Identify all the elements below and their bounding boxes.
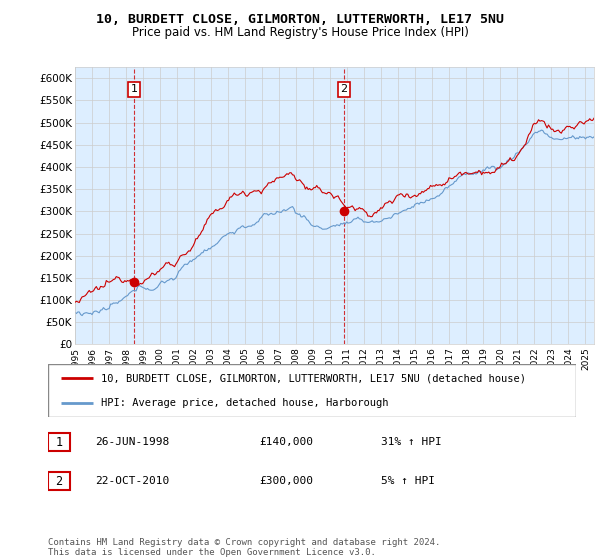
Text: 1: 1 xyxy=(56,436,62,449)
Text: Contains HM Land Registry data © Crown copyright and database right 2024.
This d: Contains HM Land Registry data © Crown c… xyxy=(48,538,440,557)
FancyBboxPatch shape xyxy=(48,433,70,451)
Text: HPI: Average price, detached house, Harborough: HPI: Average price, detached house, Harb… xyxy=(101,398,388,408)
Text: 22-OCT-2010: 22-OCT-2010 xyxy=(95,476,170,486)
Text: 10, BURDETT CLOSE, GILMORTON, LUTTERWORTH, LE17 5NU (detached house): 10, BURDETT CLOSE, GILMORTON, LUTTERWORT… xyxy=(101,374,526,384)
FancyBboxPatch shape xyxy=(48,364,576,417)
Text: 10, BURDETT CLOSE, GILMORTON, LUTTERWORTH, LE17 5NU: 10, BURDETT CLOSE, GILMORTON, LUTTERWORT… xyxy=(96,13,504,26)
Text: 26-JUN-1998: 26-JUN-1998 xyxy=(95,437,170,447)
Text: £300,000: £300,000 xyxy=(259,476,313,486)
Text: 2: 2 xyxy=(56,475,62,488)
Text: 2: 2 xyxy=(340,85,347,95)
Text: 5% ↑ HPI: 5% ↑ HPI xyxy=(380,476,434,486)
Text: £140,000: £140,000 xyxy=(259,437,313,447)
Text: 31% ↑ HPI: 31% ↑ HPI xyxy=(380,437,442,447)
Text: 1: 1 xyxy=(131,85,138,95)
Text: Price paid vs. HM Land Registry's House Price Index (HPI): Price paid vs. HM Land Registry's House … xyxy=(131,26,469,39)
FancyBboxPatch shape xyxy=(48,472,70,491)
